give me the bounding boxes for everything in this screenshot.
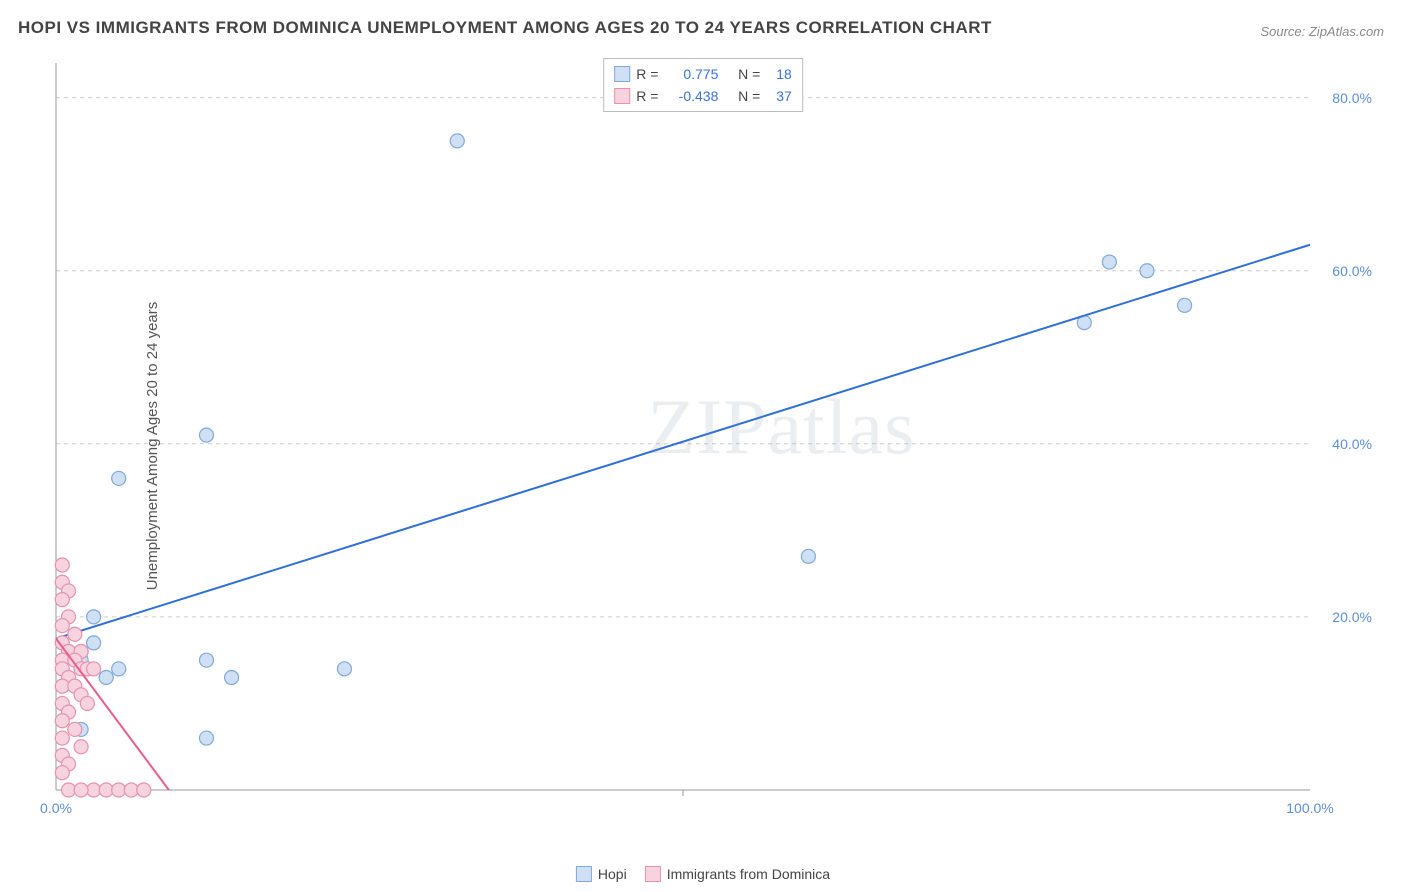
- chart-title: HOPI VS IMMIGRANTS FROM DOMINICA UNEMPLO…: [18, 18, 992, 38]
- n-label: N =: [738, 85, 760, 107]
- data-point: [124, 783, 138, 797]
- correlation-legend-row: R = -0.438 N = 37: [614, 85, 792, 107]
- data-point: [1178, 298, 1192, 312]
- legend-swatch: [614, 66, 630, 82]
- series-legend-item: Immigrants from Dominica: [645, 866, 830, 882]
- n-value: 37: [776, 85, 792, 107]
- series-label: Hopi: [598, 866, 627, 882]
- series-label: Immigrants from Dominica: [667, 866, 830, 882]
- data-point: [199, 731, 213, 745]
- data-point: [87, 662, 101, 676]
- data-point: [337, 662, 351, 676]
- x-tick-label: 0.0%: [40, 800, 72, 816]
- y-tick-label: 40.0%: [1332, 436, 1372, 452]
- data-point: [74, 740, 88, 754]
- y-tick-label: 20.0%: [1332, 609, 1372, 625]
- legend-swatch: [645, 866, 661, 882]
- data-point: [801, 549, 815, 563]
- data-point: [55, 714, 69, 728]
- data-point: [112, 662, 126, 676]
- r-label: R =: [636, 63, 658, 85]
- r-value: 0.775: [664, 63, 718, 85]
- data-point: [450, 134, 464, 148]
- data-point: [199, 428, 213, 442]
- correlation-legend-row: R = 0.775 N = 18: [614, 63, 792, 85]
- data-point: [112, 471, 126, 485]
- y-tick-label: 60.0%: [1332, 263, 1372, 279]
- data-point: [55, 619, 69, 633]
- r-label: R =: [636, 85, 658, 107]
- legend-swatch: [576, 866, 592, 882]
- data-point: [62, 783, 76, 797]
- data-point: [80, 696, 94, 710]
- legend-swatch: [614, 88, 630, 104]
- r-value: -0.438: [664, 85, 718, 107]
- data-point: [87, 636, 101, 650]
- data-point: [1102, 255, 1116, 269]
- regression-line: [56, 245, 1310, 639]
- data-point: [112, 783, 126, 797]
- chart-area: ZIPatlas 0.0%100.0%20.0%40.0%60.0%80.0%: [50, 55, 1380, 830]
- data-point: [55, 679, 69, 693]
- data-point: [68, 627, 82, 641]
- data-point: [1140, 264, 1154, 278]
- scatter-plot: [50, 55, 1380, 830]
- data-point: [55, 593, 69, 607]
- data-point: [55, 558, 69, 572]
- data-point: [199, 653, 213, 667]
- data-point: [55, 731, 69, 745]
- data-point: [137, 783, 151, 797]
- n-value: 18: [776, 63, 792, 85]
- data-point: [225, 670, 239, 684]
- series-legend: Hopi Immigrants from Dominica: [576, 866, 830, 882]
- data-point: [87, 783, 101, 797]
- series-legend-item: Hopi: [576, 866, 627, 882]
- data-point: [55, 766, 69, 780]
- data-point: [99, 670, 113, 684]
- source-attribution: Source: ZipAtlas.com: [1260, 24, 1384, 39]
- y-tick-label: 80.0%: [1332, 90, 1372, 106]
- data-point: [74, 783, 88, 797]
- data-point: [87, 610, 101, 624]
- x-tick-label: 100.0%: [1286, 800, 1333, 816]
- data-point: [68, 722, 82, 736]
- n-label: N =: [738, 63, 760, 85]
- correlation-legend: R = 0.775 N = 18 R = -0.438 N = 37: [603, 58, 803, 112]
- data-point: [99, 783, 113, 797]
